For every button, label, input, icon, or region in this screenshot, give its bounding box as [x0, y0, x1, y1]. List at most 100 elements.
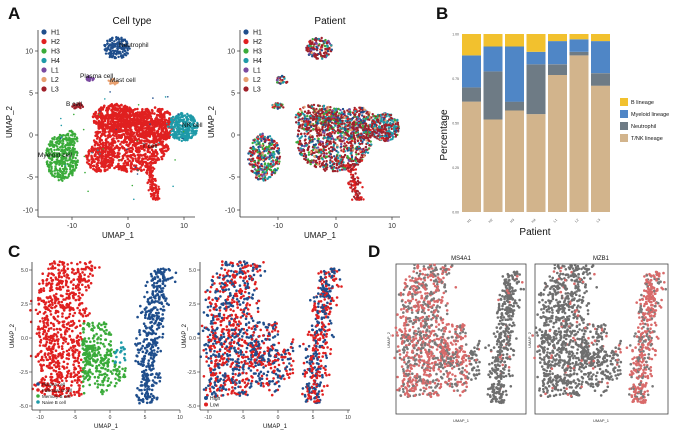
umap-point [119, 52, 122, 55]
umap-point [103, 104, 106, 108]
umap-point [320, 36, 323, 40]
umap-point [368, 111, 371, 114]
umap-point [107, 147, 110, 150]
umap-point [84, 171, 86, 174]
umap-point [311, 140, 314, 143]
umap-point [261, 171, 264, 174]
umap-point [308, 139, 312, 142]
umap-point [261, 178, 265, 181]
umap-point [65, 137, 68, 140]
legend-label: L2 [51, 77, 59, 84]
celltype-scatter [45, 36, 199, 201]
umap-point [144, 119, 148, 123]
umap-point [137, 155, 141, 158]
umap-point [303, 132, 306, 135]
umap-point [295, 121, 298, 124]
umap-point [58, 146, 62, 149]
umap-point [323, 44, 327, 48]
umap-point [352, 122, 355, 125]
umap-point [258, 152, 262, 155]
umap-point [354, 109, 357, 113]
umap-point [119, 136, 123, 139]
umap-point [106, 160, 109, 163]
umap-point [126, 133, 129, 136]
umap-point [256, 156, 259, 160]
umap-point [348, 108, 351, 111]
umap-point [272, 169, 276, 172]
umap-point [125, 155, 128, 158]
umap-point [76, 159, 79, 162]
umap-point [359, 149, 362, 153]
umap-point [155, 184, 158, 187]
umap-point [147, 112, 150, 115]
umap-point [106, 106, 109, 110]
umap-point [324, 38, 327, 42]
umap-point [160, 155, 163, 159]
umap-point [146, 150, 150, 153]
umap-point [350, 157, 354, 161]
umap-point [119, 165, 123, 168]
umap-point [312, 148, 315, 152]
umap-point [388, 118, 391, 121]
umap-point [309, 117, 312, 120]
umap-point [326, 128, 329, 131]
umap-point [96, 130, 99, 134]
umap-point [312, 128, 315, 131]
umap-point [115, 116, 118, 120]
cluster-label: Plasma cell [80, 73, 114, 80]
umap-point [68, 130, 71, 133]
umap-point [318, 160, 321, 163]
umap-point [113, 166, 116, 170]
umap-point [309, 162, 312, 166]
umap-point [352, 135, 356, 138]
umap-point [160, 157, 164, 161]
umap-point [97, 166, 101, 170]
umap-point [328, 151, 331, 154]
umap-point [303, 105, 306, 109]
umap-point [263, 162, 267, 165]
umap-point [167, 131, 171, 135]
umap-point [106, 168, 109, 171]
umap-point [330, 155, 333, 159]
umap-point [321, 158, 324, 161]
umap-point [93, 143, 97, 147]
umap-point [321, 142, 325, 145]
umap-point [355, 153, 358, 156]
umap-point [104, 98, 106, 100]
umap-point [126, 52, 129, 55]
umap-point [130, 146, 134, 149]
x-tick-label: 0 [126, 223, 130, 230]
umap-point [121, 50, 124, 54]
umap-point [308, 105, 311, 109]
umap-point [331, 137, 335, 140]
umap-point [87, 190, 89, 193]
umap-point [127, 109, 131, 112]
umap-point [95, 165, 98, 169]
umap-point [163, 112, 166, 115]
umap-point [50, 167, 53, 170]
umap-point [75, 154, 79, 157]
umap-point [143, 132, 146, 135]
umap-point [268, 138, 271, 142]
umap-point [135, 118, 138, 121]
umap-point [304, 116, 307, 119]
umap-point [117, 149, 121, 152]
umap-point [156, 190, 160, 193]
umap-point [123, 149, 127, 152]
umap-point [104, 156, 108, 160]
umap-point [326, 132, 330, 136]
umap-point [316, 121, 319, 125]
umap-point [329, 165, 332, 168]
umap-point [178, 113, 182, 116]
umap-point [350, 155, 354, 159]
umap-point [363, 120, 366, 123]
umap-point [309, 39, 312, 42]
umap-point [53, 136, 56, 139]
umap-point [323, 41, 326, 44]
umap-point [160, 108, 164, 111]
umap-point [89, 165, 92, 169]
umap-point [324, 51, 327, 54]
umap-point [275, 162, 278, 165]
umap-point [91, 152, 93, 154]
umap-point [258, 168, 261, 171]
